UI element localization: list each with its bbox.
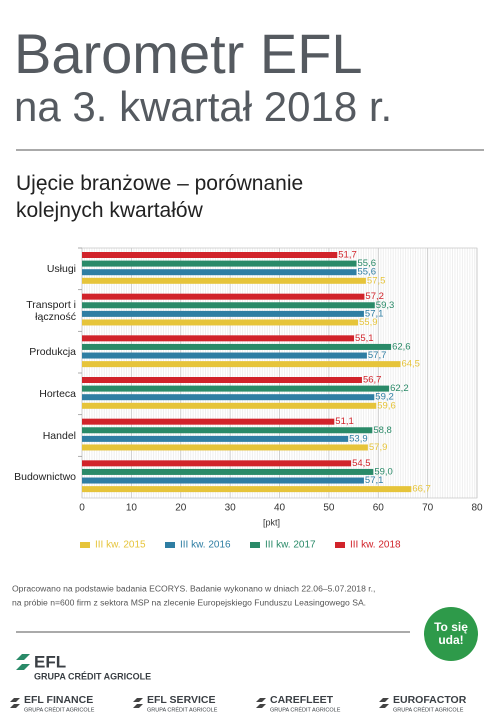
- logo-sub: GRUPA CRÉDIT AGRICOLE: [34, 671, 151, 681]
- value-label: 55,6: [358, 267, 377, 278]
- note: na próbie n=600 firm z sektora MSP na zl…: [12, 597, 366, 607]
- legend-label: III kw. 2015: [95, 540, 146, 551]
- value-label: 57,1: [365, 475, 384, 486]
- bar: [82, 468, 374, 475]
- value-label: 59,3: [376, 300, 395, 311]
- value-label: 51,1: [335, 416, 354, 427]
- title: Barometr EFL: [14, 22, 363, 85]
- legend-swatch: [335, 542, 345, 548]
- bar: [82, 302, 375, 309]
- bar: [82, 427, 373, 434]
- y-tick-label: Transport i łączność: [26, 298, 76, 323]
- y-tick-label: Handel: [42, 429, 76, 442]
- y-tick-label: Budownictwo: [14, 471, 76, 484]
- y-tick-label: Produkcja: [29, 346, 76, 359]
- value-label: 59,0: [374, 466, 393, 477]
- y-tick-label: Usługi: [46, 262, 76, 275]
- bar: [82, 361, 401, 368]
- legend-swatch: [80, 542, 90, 548]
- brand-name: CAREFLEET: [270, 694, 334, 706]
- note: Opracowano na podstawie badania ECORYS. …: [12, 583, 375, 593]
- value-label: 62,6: [392, 341, 411, 352]
- value-label: 55,9: [359, 317, 378, 328]
- value-label: 55,1: [355, 333, 374, 344]
- value-label: 56,7: [363, 375, 382, 386]
- bar: [82, 418, 335, 425]
- value-label: 58,8: [373, 425, 392, 436]
- x-tick-label: 50: [323, 503, 335, 514]
- bar: [82, 377, 362, 383]
- brand-icon: [379, 698, 389, 708]
- value-label: 59,6: [377, 400, 396, 411]
- title-line-2: na 3. kwartał 2018 r.: [14, 83, 392, 130]
- value-label: 57,1: [365, 308, 384, 319]
- brand-sub: GRUPA CRÉDIT AGRICOLE: [24, 706, 95, 713]
- value-label: 64,5: [401, 359, 420, 370]
- brand-name: EUROFACTOR: [393, 694, 467, 706]
- bar: [82, 269, 357, 276]
- bar: [82, 310, 364, 317]
- x-tick-label: 70: [422, 503, 434, 514]
- value-label: 57,2: [365, 291, 384, 302]
- value-label: 59,2: [375, 392, 394, 403]
- legend-swatch: [165, 542, 175, 548]
- value-label: 53,9: [349, 433, 368, 444]
- x-axis-label: [pkt]: [263, 517, 280, 527]
- bar: [82, 460, 352, 467]
- x-tick-label: 80: [471, 503, 483, 514]
- bar: [82, 252, 338, 258]
- brand-sub: GRUPA CRÉDIT AGRICOLE: [147, 706, 218, 713]
- bar: [82, 444, 368, 451]
- x-tick-label: 40: [274, 503, 286, 514]
- bar: [82, 477, 364, 484]
- legend-label: III kw. 2018: [350, 540, 401, 551]
- bar: [82, 343, 392, 350]
- bar: [82, 277, 366, 284]
- value-label: 62,2: [390, 383, 409, 394]
- brand-icon: [256, 698, 266, 708]
- bar: [82, 435, 349, 442]
- brand-icon: [10, 698, 20, 708]
- brand-name: EFL FINANCE: [24, 694, 93, 706]
- value-label: 55,6: [358, 258, 377, 269]
- x-tick-label: 10: [126, 503, 138, 514]
- brand-icon: [133, 698, 143, 708]
- bar: [82, 260, 357, 267]
- x-tick-label: 60: [373, 503, 385, 514]
- x-tick-label: 20: [175, 503, 187, 514]
- plot: 0 10 20 30 40 50 60 70 80[pkt]57,555,655,651,755…: [78, 247, 483, 551]
- value-label: 54,5: [352, 458, 371, 469]
- brand-name: EFL SERVICE: [147, 694, 215, 706]
- brand-sub: GRUPA CRÉDIT AGRICOLE: [393, 706, 464, 713]
- legend-swatch: [250, 542, 260, 548]
- value-label: 57,9: [369, 442, 388, 453]
- legend-label: III kw. 2016: [180, 540, 231, 551]
- bar: [82, 293, 365, 300]
- bar: [82, 394, 375, 401]
- value-label: 51,7: [338, 250, 357, 261]
- badge: To się uda!: [424, 607, 478, 661]
- legend-label: III kw. 2017: [265, 540, 316, 551]
- bar: [82, 402, 377, 409]
- value-label: 57,5: [367, 275, 386, 286]
- value-label: 57,7: [368, 350, 387, 361]
- x-tick-label: 30: [225, 503, 237, 514]
- x-tick-label: 0: [79, 503, 85, 514]
- chart-title: Ujęcie branżowe – porównanie kolejnych k…: [16, 172, 304, 222]
- brand-sub: GRUPA CRÉDIT AGRICOLE: [270, 706, 341, 713]
- logo: EFL: [34, 652, 66, 671]
- bar: [82, 385, 390, 392]
- y-tick-label: Horteca: [39, 387, 76, 400]
- bar: [82, 352, 367, 359]
- bar: [82, 335, 355, 342]
- bar: [82, 319, 359, 326]
- logo-icon: [16, 654, 30, 670]
- bar: [82, 486, 412, 493]
- value-label: 66,7: [412, 484, 431, 495]
